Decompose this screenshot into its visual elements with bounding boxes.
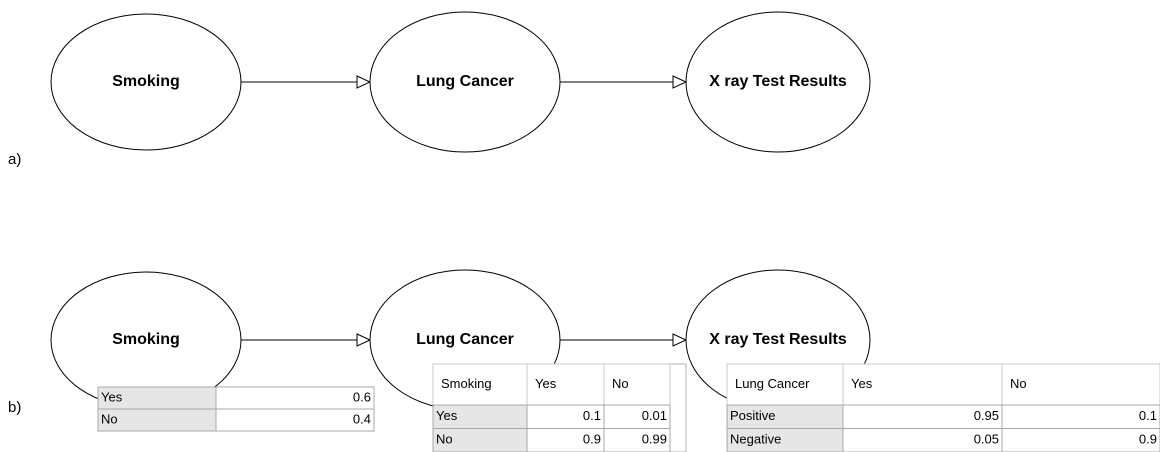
panel-label: a) bbox=[8, 151, 21, 168]
header-cell bbox=[1001, 363, 1160, 406]
header-text: Yes bbox=[851, 376, 873, 391]
value-cell bbox=[1001, 404, 1160, 429]
arrow-head bbox=[672, 333, 688, 347]
value-cell bbox=[215, 386, 375, 410]
cell-value: 0.6 bbox=[353, 389, 371, 404]
row-label: No bbox=[436, 432, 453, 447]
cell-value: 0.05 bbox=[974, 432, 999, 447]
arrow-head bbox=[356, 75, 372, 89]
cell-value: 0.99 bbox=[642, 432, 667, 447]
arrow-head bbox=[356, 333, 372, 347]
header-cell bbox=[842, 363, 1003, 406]
node-ellipse bbox=[685, 11, 871, 153]
header-cell bbox=[726, 363, 844, 406]
header-text: Smoking bbox=[441, 376, 492, 391]
header-text: Yes bbox=[535, 376, 557, 391]
node-label: Lung Cancer bbox=[416, 331, 514, 348]
cell-value: 0.1 bbox=[583, 408, 601, 423]
row-label: No bbox=[101, 411, 118, 426]
node-label: Lung Cancer bbox=[416, 73, 514, 90]
cell-value: 0.1 bbox=[1139, 408, 1157, 423]
node-label: X ray Test Results bbox=[709, 331, 847, 348]
header-text: Lung Cancer bbox=[735, 376, 810, 391]
arrow-head bbox=[672, 75, 688, 89]
row-label: Negative bbox=[730, 432, 781, 447]
value-cell bbox=[215, 408, 375, 432]
header-cell bbox=[603, 363, 671, 406]
header-text: No bbox=[1010, 376, 1027, 391]
panel-label: b) bbox=[8, 399, 21, 416]
node-label: Smoking bbox=[112, 73, 180, 90]
cell-value: 0.9 bbox=[1139, 432, 1157, 447]
row-label: Yes bbox=[436, 408, 458, 423]
cell-value: 0.9 bbox=[583, 432, 601, 447]
row-label: Yes bbox=[101, 389, 123, 404]
cell-value: 0.4 bbox=[353, 411, 371, 426]
cell-value: 0.95 bbox=[974, 408, 999, 423]
row-label: Positive bbox=[730, 408, 776, 423]
value-cell bbox=[603, 428, 671, 452]
cell-value: 0.01 bbox=[642, 408, 667, 423]
node-label: Smoking bbox=[112, 331, 180, 348]
node-label: X ray Test Results bbox=[709, 73, 847, 90]
header-text: No bbox=[612, 376, 629, 391]
value-cell bbox=[1001, 428, 1160, 452]
header-cell bbox=[432, 363, 528, 406]
